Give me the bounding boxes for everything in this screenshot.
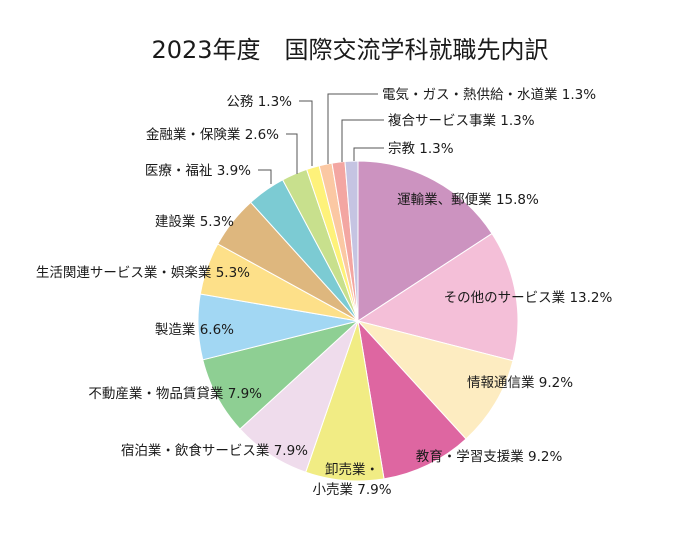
leader-line bbox=[286, 133, 298, 174]
leader-line bbox=[341, 119, 384, 162]
slice-label: 宗教 1.3% bbox=[388, 141, 454, 157]
pie-slice bbox=[357, 160, 493, 322]
slice-label: 電気・ガス・熱供給・水道業 1.3% bbox=[382, 87, 596, 103]
pie-slices bbox=[197, 160, 519, 482]
chart-title: 2023年度 国際交流学科就職先内訳 bbox=[151, 36, 548, 64]
pie-slice bbox=[356, 320, 514, 440]
pie-slice bbox=[357, 319, 467, 480]
pie-slice bbox=[356, 232, 519, 362]
slice-label: その他のサービス業 13.2% bbox=[444, 290, 613, 306]
slice-label: 運輸業、郵便業 15.8% bbox=[397, 192, 539, 208]
slice-labels: 運輸業、郵便業 15.8% その他のサービス業 13.2% 情報通信業 9.2% 教育… bbox=[36, 87, 613, 498]
leader-line bbox=[353, 147, 384, 161]
slice-label: 不動産業・物品賃貸業 7.9% bbox=[88, 386, 262, 402]
slice-label: 生活関連サービス業・娯楽業 5.3% bbox=[36, 265, 250, 281]
leader-line bbox=[258, 169, 272, 184]
slice-label: 卸売業・小売業 7.9% bbox=[312, 462, 391, 498]
slice-label: 金融業・保険業 2.6% bbox=[146, 127, 279, 143]
slice-label: 建設業 5.3% bbox=[155, 214, 234, 230]
slice-label: 宿泊業・飲食サービス業 7.9% bbox=[121, 442, 308, 459]
slice-label: 医療・福祉 3.9% bbox=[145, 162, 251, 179]
slice-label: 教育・学習支援業 9.2% bbox=[416, 449, 563, 465]
slice-label: 製造業 6.6% bbox=[155, 322, 234, 338]
leader-lines bbox=[258, 93, 384, 184]
slice-label: 情報通信業 9.2% bbox=[467, 375, 573, 391]
leader-line bbox=[327, 93, 378, 164]
pie-slice bbox=[344, 160, 359, 322]
slice-label: 公務 1.3% bbox=[226, 94, 292, 110]
leader-line bbox=[299, 100, 313, 166]
slice-label: 複合サービス事業 1.3% bbox=[388, 112, 535, 129]
